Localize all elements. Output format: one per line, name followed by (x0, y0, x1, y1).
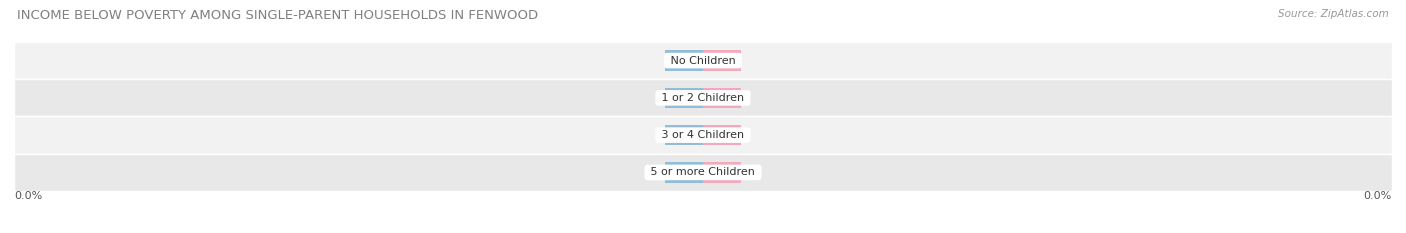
Text: 0.0%: 0.0% (669, 93, 699, 103)
Text: 0.0%: 0.0% (669, 130, 699, 140)
Text: 0.0%: 0.0% (707, 56, 737, 65)
Bar (703, 88, 741, 108)
Text: Source: ZipAtlas.com: Source: ZipAtlas.com (1278, 9, 1389, 19)
Bar (14, 42, 1392, 79)
Bar (14, 116, 1392, 154)
Text: 0.0%: 0.0% (707, 168, 737, 177)
Bar (703, 162, 741, 183)
Bar (703, 125, 741, 145)
Bar (14, 154, 1392, 191)
Text: 0.0%: 0.0% (669, 56, 699, 65)
Text: 0.0%: 0.0% (707, 93, 737, 103)
Text: 3 or 4 Children: 3 or 4 Children (658, 130, 748, 140)
Bar (703, 50, 741, 71)
Bar (14, 79, 1392, 116)
Text: 0.0%: 0.0% (1364, 191, 1392, 201)
Bar (665, 162, 703, 183)
Bar (665, 125, 703, 145)
Text: 5 or more Children: 5 or more Children (647, 168, 759, 177)
Text: INCOME BELOW POVERTY AMONG SINGLE-PARENT HOUSEHOLDS IN FENWOOD: INCOME BELOW POVERTY AMONG SINGLE-PARENT… (17, 9, 538, 22)
Bar (665, 50, 703, 71)
Text: 0.0%: 0.0% (669, 168, 699, 177)
Text: 1 or 2 Children: 1 or 2 Children (658, 93, 748, 103)
Text: 0.0%: 0.0% (14, 191, 42, 201)
Text: 0.0%: 0.0% (707, 130, 737, 140)
Text: No Children: No Children (666, 56, 740, 65)
Bar (665, 88, 703, 108)
